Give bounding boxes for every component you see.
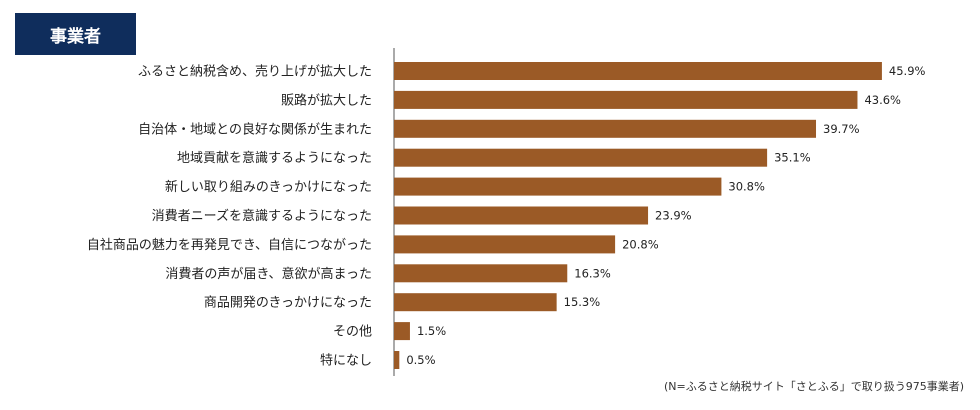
bar xyxy=(394,235,616,254)
bar xyxy=(394,177,722,196)
bar xyxy=(394,351,400,369)
bar xyxy=(394,293,557,312)
value-label: 23.9% xyxy=(655,209,692,223)
bar xyxy=(394,322,410,341)
bar xyxy=(394,148,768,167)
category-label: 消費者の声が届き、意欲が高まった xyxy=(165,266,372,282)
value-label: 20.8% xyxy=(622,237,659,251)
bar xyxy=(394,90,858,109)
value-label: 39.7% xyxy=(823,122,860,136)
category-label: その他 xyxy=(333,325,372,340)
bar xyxy=(394,62,882,80)
chart-title-badge: 事業者 xyxy=(15,13,136,55)
bar xyxy=(394,206,649,225)
value-label: 45.9% xyxy=(889,64,926,78)
sample-size-footnote: (N=ふるさと納税サイト「さとふる」で取り扱う975事業者) xyxy=(663,380,964,393)
category-label: 商品開発のきっかけになった xyxy=(204,296,372,311)
value-label: 15.3% xyxy=(564,295,601,309)
value-label: 16.3% xyxy=(574,266,611,280)
category-label: 地域貢献を意識するようになった xyxy=(177,150,372,166)
value-label: 30.8% xyxy=(728,180,765,194)
value-label: 43.6% xyxy=(864,93,901,107)
category-label: 販路が拡大した xyxy=(281,92,372,108)
bar xyxy=(394,119,817,138)
category-label: 消費者ニーズを意識するようになった xyxy=(152,208,372,224)
category-label: 自治体・地域との良好な関係が生まれた xyxy=(138,121,372,137)
value-label: 1.5% xyxy=(417,324,446,338)
category-label: 新しい取り組みのきっかけになった xyxy=(165,179,372,195)
category-label: ふるさと納税含め、売り上げが拡大した xyxy=(138,64,372,80)
category-label: 特になし xyxy=(320,354,372,369)
category-label: 自社商品の魅力を再発見でき、自信につながった xyxy=(87,237,372,253)
value-label: 0.5% xyxy=(406,353,435,367)
value-label: 35.1% xyxy=(774,151,811,165)
bar xyxy=(394,264,568,283)
